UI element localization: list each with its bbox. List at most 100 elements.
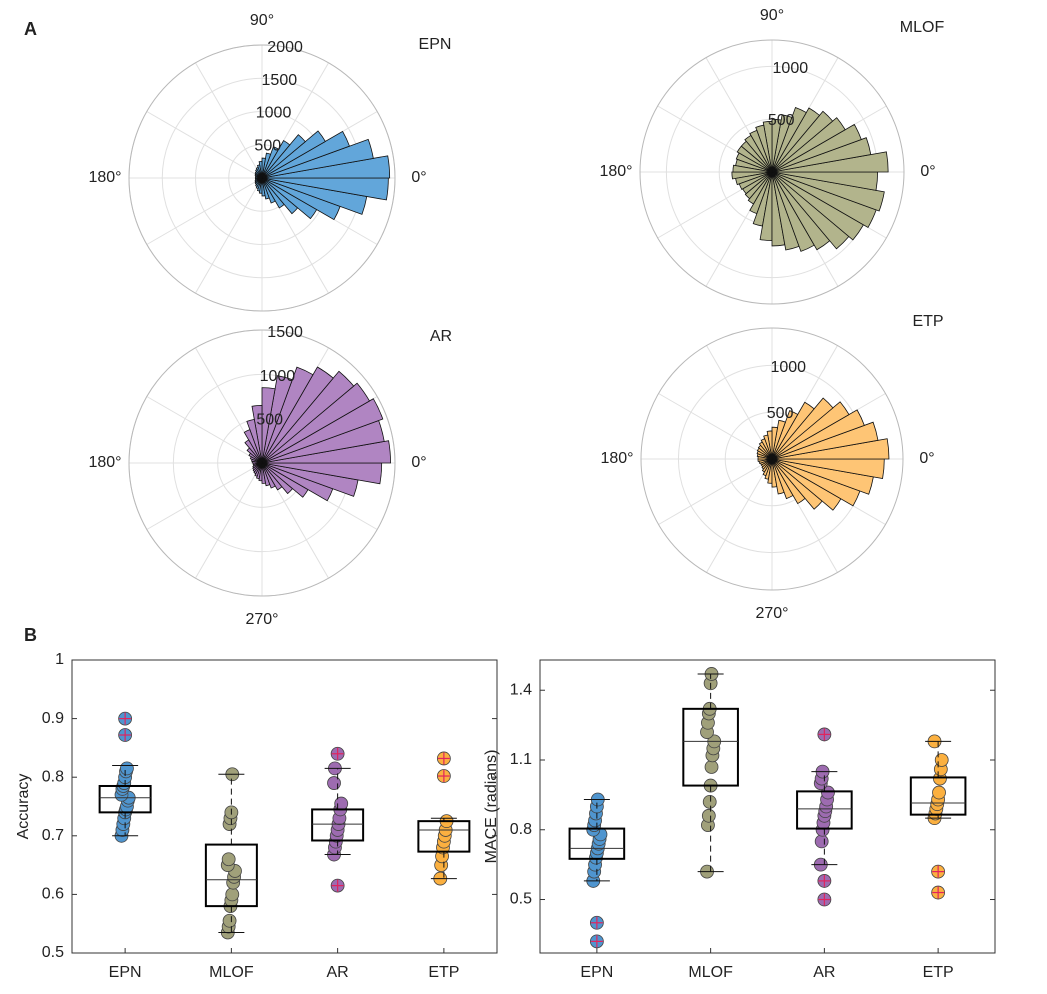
wedge: [771, 410, 799, 460]
y-tick-label: 0.5: [510, 891, 532, 908]
theta-tick-label: 180°: [599, 163, 632, 180]
box: [311, 808, 365, 842]
wedge: [261, 134, 306, 179]
outlier: [589, 915, 604, 930]
outlier: [589, 934, 604, 949]
y-tick-label: 0.8: [510, 821, 532, 838]
outlier: [931, 864, 946, 879]
outlier: [436, 769, 451, 783]
x-tick-label: EPN: [580, 964, 613, 981]
outlier: [931, 885, 946, 900]
wedge: [771, 421, 879, 460]
box: [204, 843, 258, 908]
wedge: [251, 460, 263, 464]
wedge: [756, 453, 773, 460]
y-axis-label: Accuracy: [15, 774, 32, 840]
wedge: [771, 117, 846, 173]
y-tick-label: 0.8: [42, 768, 64, 785]
wedge: [771, 118, 782, 173]
wedge: [771, 123, 862, 173]
theta-tick-label: 0°: [919, 450, 934, 467]
chart-title: MLOF: [900, 19, 945, 36]
theta-tick-label: 270°: [245, 611, 278, 628]
r-tick-label: 1000: [770, 359, 806, 376]
x-tick-label: AR: [327, 964, 349, 981]
wedge: [261, 130, 326, 179]
wedge: [771, 401, 815, 460]
point: [932, 785, 946, 800]
wedge: [248, 452, 263, 464]
wedge: [736, 145, 773, 173]
theta-tick-label: 0°: [920, 163, 935, 180]
wedge: [244, 439, 263, 464]
r-tick-label: 1000: [260, 368, 296, 385]
axes-frame: [71, 659, 498, 954]
theta-tick-label: 0°: [411, 454, 426, 471]
wedge: [249, 456, 263, 464]
spoke: [658, 393, 773, 460]
wedge: [756, 447, 773, 460]
box: [682, 707, 739, 787]
wedge: [261, 130, 350, 179]
spoke: [706, 458, 773, 573]
wedge: [261, 146, 280, 179]
wedge: [757, 444, 773, 460]
polar-frame: [128, 44, 396, 312]
wedge: [251, 458, 263, 464]
outlier: [118, 711, 133, 726]
x-tick-label: ETP: [923, 964, 954, 981]
r-tick-label: 500: [256, 412, 283, 429]
wedge: [261, 152, 272, 179]
wedge: [246, 447, 263, 464]
box: [909, 776, 967, 816]
chart-title: ETP: [912, 313, 943, 330]
r-tick-label: 1000: [256, 105, 292, 122]
point: [814, 834, 829, 849]
y-tick-label: 1: [55, 651, 64, 668]
theta-tick-label: 270°: [755, 605, 788, 622]
polar-frame: [640, 327, 904, 591]
y-tick-label: 0.5: [42, 944, 64, 961]
outlier: [817, 874, 832, 888]
x-tick-label: MLOF: [688, 964, 733, 981]
r-tick-label: 1000: [773, 60, 809, 77]
x-tick-label: EPN: [109, 964, 142, 981]
wedge: [771, 426, 778, 460]
box: [98, 784, 152, 814]
wedge: [261, 382, 371, 464]
spoke: [658, 458, 773, 525]
wedge: [261, 157, 266, 179]
outlier: [118, 728, 133, 742]
x-tick-label: ETP: [428, 964, 459, 981]
x-tick-label: AR: [813, 964, 835, 981]
point: [225, 887, 240, 902]
point: [221, 852, 236, 867]
wedge: [261, 366, 314, 464]
wedge: [261, 138, 374, 179]
y-axis-label: MACE (radians): [483, 750, 500, 864]
wedge: [771, 401, 850, 460]
y-tick-label: 0.6: [42, 886, 64, 903]
wedge: [744, 134, 773, 173]
r-tick-label: 1500: [267, 324, 303, 341]
outlier: [817, 892, 832, 907]
point: [334, 796, 349, 811]
wedge: [771, 171, 885, 212]
theta-tick-label: 180°: [88, 454, 121, 471]
chart-title: AR: [430, 328, 452, 345]
y-tick-label: 0.9: [42, 710, 64, 727]
r-tick-label: 500: [767, 405, 794, 422]
wedge: [732, 164, 773, 173]
chart-title: EPN: [419, 36, 452, 53]
r-tick-label: 500: [768, 112, 795, 129]
polar-frame: [128, 329, 396, 597]
y-tick-label: 0.7: [42, 827, 64, 844]
box: [417, 820, 471, 853]
wedge: [771, 419, 786, 460]
panel-label: B: [24, 625, 37, 645]
outlier: [436, 751, 451, 766]
wedge: [756, 450, 773, 460]
wedge: [261, 375, 293, 464]
wedge: [735, 152, 773, 173]
